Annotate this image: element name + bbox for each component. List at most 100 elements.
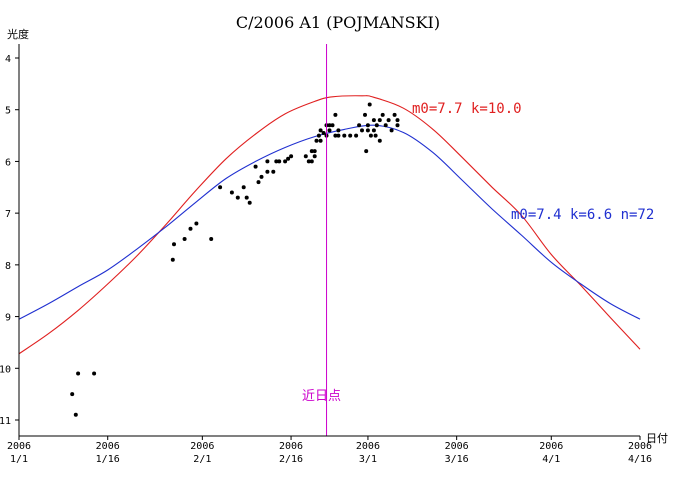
observation-point [316,133,321,138]
x-tick-year: 2006 [7,441,31,452]
observations-layer [70,102,400,417]
series-line-blue-model [18,124,641,320]
observation-point [380,112,385,117]
x-tick-label: 3/1 [359,454,377,465]
observation-point [368,133,373,138]
y-tick-label: 7 [5,209,11,220]
observation-point [318,128,323,133]
observation-point [172,242,176,247]
x-tick-year: 2006 [445,441,469,452]
x-tick-year: 2006 [539,441,563,452]
observation-point [336,133,341,138]
observation-point [357,123,362,128]
x-tick-year: 2006 [279,441,303,452]
observation-point [333,133,338,138]
observation-point [383,123,388,128]
observation-point [395,123,400,128]
perihelion-label: 近日点 [302,389,341,404]
x-tick-label: 4/16 [628,454,652,465]
observation-point [392,112,397,117]
observation-point [364,149,369,154]
y-tick-label: 4 [5,54,11,65]
observation-point [277,159,282,164]
observation-point [327,128,332,133]
observation-point [170,257,175,262]
observation-point [303,154,308,159]
observation-point [241,185,246,190]
observation-point [365,123,370,128]
x-tick-label: 1/16 [96,454,120,465]
observation-point [209,237,214,241]
observation-point [318,138,323,143]
observation-point [367,102,372,107]
x-tick-year: 2006 [628,441,652,452]
observation-point [360,128,364,133]
observation-point [395,118,400,123]
observation-point [386,118,391,123]
observation-point [274,159,279,164]
x-tick-label: 1/1 [10,454,28,465]
observation-point [289,154,294,159]
observation-point [363,112,367,117]
observation-point [92,371,97,376]
series-label-blue: m0=7.4 k=6.6 n=72 [511,207,654,223]
observation-point [348,133,353,138]
observation-point [377,138,382,143]
observation-point [306,159,311,164]
y-tick-label: 9 [5,313,11,324]
observation-point [218,185,223,190]
y-tick-label: 8 [5,261,11,272]
series-labels: m0=7.7 k=10.0 m0=7.4 k=6.6 n=72 [412,101,654,223]
observation-point [247,200,252,205]
series-label-red: m0=7.7 k=10.0 [412,101,522,117]
observation-point [314,138,319,143]
x-tick-year: 2006 [96,441,120,452]
observation-point [229,190,234,195]
observation-point [373,133,378,138]
observation-point [244,195,249,200]
observation-point [327,123,332,128]
observation-point [259,174,264,179]
x-tick-year: 2006 [356,441,380,452]
observation-point [76,371,81,376]
observation-point [309,159,314,164]
observation-point [283,159,288,164]
x-axis-label: 日付 [646,432,668,445]
observation-point [188,226,193,231]
series-layer [18,95,641,355]
observation-point [371,128,376,133]
observation-point [265,159,270,164]
observation-point [312,149,317,154]
observation-point [265,169,270,174]
series-line-red-model [18,95,641,355]
x-tick-label: 4/1 [542,454,560,465]
observation-point [73,412,78,417]
observation-point [333,112,338,117]
observation-point [342,133,347,138]
observation-point [256,180,261,185]
observation-point [374,123,379,128]
observation-point [336,128,341,133]
observation-point [377,118,382,123]
observation-point [309,149,314,154]
observation-point [182,237,187,241]
x-tick-label: 3/16 [445,454,469,465]
observation-point [330,123,335,128]
x-tick-label: 2/16 [279,454,303,465]
y-tick-label: 11 [0,416,11,427]
observation-point [321,131,326,135]
y-tick-label: 5 [5,106,11,117]
y-tick-label: 6 [5,157,11,168]
observation-point [70,392,75,397]
x-tick-year: 2006 [190,441,214,452]
y-axis-ticks: 4 5 6 7 8 9 10 11 [0,54,19,427]
chart-title: C/2006 A1 (POJMANSKI) [236,13,440,32]
y-axis-label: 光度 [7,27,29,41]
observation-point [371,118,376,123]
x-tick-label: 2/1 [193,454,211,465]
observation-point [354,133,359,138]
observation-point [271,169,276,174]
observation-point [253,164,258,169]
